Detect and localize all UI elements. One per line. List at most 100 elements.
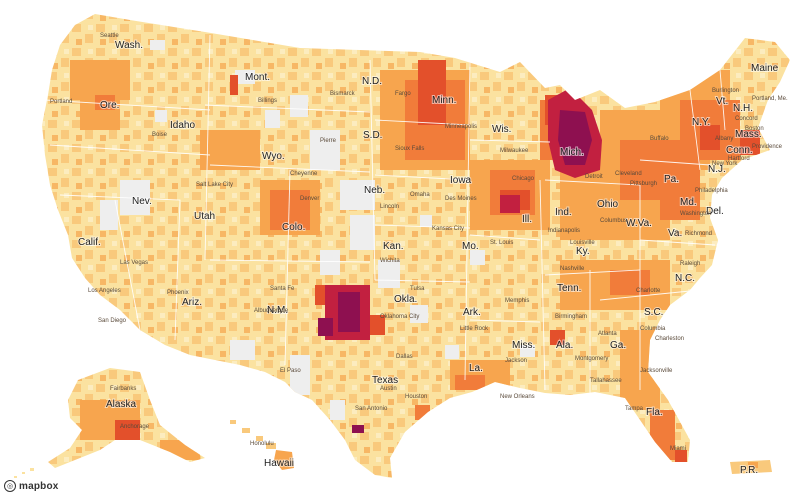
- city-label: Jacksonville: [640, 368, 673, 374]
- city-label: Phoenix: [167, 290, 189, 296]
- city-label: Cleveland: [615, 171, 642, 177]
- city-label: Albany: [715, 136, 733, 142]
- city-label: San Diego: [98, 318, 127, 324]
- hawaii-islands: [230, 420, 294, 470]
- mapbox-logo-icon: ◎: [4, 480, 16, 492]
- city-label: Los Angeles: [88, 288, 121, 294]
- state-label-ark: Ark.: [463, 307, 481, 318]
- state-label-calif: Calif.: [78, 237, 101, 248]
- city-label: Richmond: [685, 231, 712, 237]
- mapbox-attribution-label: mapbox: [19, 480, 59, 492]
- mapbox-attribution[interactable]: ◎ mapbox: [4, 478, 59, 494]
- state-label-nm: N.M.: [267, 305, 288, 316]
- state-label-la: La.: [469, 363, 483, 374]
- state-label-minn: Minn.: [432, 95, 456, 106]
- city-label: Seattle: [100, 33, 119, 39]
- state-label-sc: S.C.: [644, 307, 663, 318]
- state-label-ohio: Ohio: [597, 199, 619, 210]
- city-label: Austin: [380, 386, 397, 392]
- city-label: St. Louis: [490, 240, 513, 246]
- state-label-mont: Mont.: [245, 72, 270, 83]
- city-label: Billings: [258, 98, 277, 104]
- city-label: Philadelphia: [695, 188, 728, 194]
- city-label: Fairbanks: [110, 386, 136, 392]
- state-label-maine: Maine: [751, 63, 779, 74]
- city-label: Kansas City: [432, 226, 464, 232]
- city-label: Denver: [300, 196, 319, 202]
- city-label: Santa Fe: [270, 286, 295, 292]
- michigan-extreme: [558, 110, 592, 165]
- state-label-tenn: Tenn.: [557, 283, 581, 294]
- city-label: Charlotte: [636, 288, 661, 294]
- puerto-rico: [730, 460, 772, 474]
- city-label: Houston: [405, 394, 427, 400]
- city-label: Columbus: [600, 218, 627, 224]
- city-label: Honolulu: [250, 441, 274, 447]
- state-label-md: Md.: [680, 197, 697, 208]
- state-label-iowa: Iowa: [450, 175, 472, 186]
- city-label: Pittsburgh: [630, 181, 657, 187]
- city-label: Dallas: [396, 354, 413, 360]
- state-label-miss: Miss.: [512, 340, 535, 351]
- aleutian-islands: [14, 468, 34, 478]
- city-label: Cheyenne: [290, 171, 318, 177]
- city-label: Tulsa: [410, 286, 425, 292]
- city-label: Albuquerque: [254, 308, 289, 314]
- city-label: Jackson: [505, 358, 527, 364]
- city-label: Hartford: [728, 156, 750, 162]
- city-label: Providence: [752, 144, 783, 150]
- city-label: Tallahassee: [590, 378, 622, 384]
- city-label: El Paso: [280, 368, 301, 374]
- city-label: Raleigh: [680, 261, 700, 267]
- state-label-wash: Wash.: [115, 40, 143, 51]
- state-label-nh: N.H.: [733, 103, 753, 114]
- city-label: Buffalo: [650, 136, 669, 142]
- state-label-hawaii: Hawaii: [264, 458, 294, 469]
- state-label-ind: Ind.: [555, 207, 572, 218]
- city-label: New Orleans: [500, 394, 535, 400]
- state-label-ny: N.Y.: [692, 117, 710, 128]
- city-label: Bismarck: [330, 91, 356, 97]
- state-label-mo: Mo.: [462, 241, 479, 252]
- city-label: Minneapolis: [445, 124, 477, 130]
- city-label: Atlanta: [598, 331, 617, 337]
- state-label-nev: Nev.: [132, 196, 152, 207]
- city-label: Des Moines: [445, 196, 477, 202]
- city-label: Fargo: [395, 91, 411, 97]
- state-label-pa: Pa.: [664, 174, 679, 185]
- state-label-conn: Conn.: [726, 145, 753, 156]
- state-label-neb: Neb.: [364, 185, 385, 196]
- state-label-wis: Wis.: [492, 124, 511, 135]
- city-label: Portland: [50, 99, 72, 105]
- city-label: Omaha: [410, 192, 430, 198]
- state-label-wyo: Wyo.: [262, 151, 285, 162]
- city-label: San Antonio: [355, 406, 388, 412]
- city-label: Pierre: [320, 138, 337, 144]
- city-label: Detroit: [585, 174, 603, 180]
- state-label-nc: N.C.: [675, 273, 695, 284]
- city-label: Concord: [735, 116, 758, 122]
- city-label: Lincoln: [380, 204, 399, 210]
- city-label: Boston: [745, 126, 764, 132]
- state-label-okla: Okla.: [394, 294, 417, 305]
- city-label: Indianapolis: [548, 228, 580, 234]
- city-label: Memphis: [505, 298, 529, 304]
- city-label: Milwaukee: [500, 148, 529, 154]
- city-label: Louisville: [570, 240, 595, 246]
- state-label-ariz: Ariz.: [182, 297, 202, 308]
- no-data-areas: [100, 40, 652, 420]
- state-label-nj: N.J.: [708, 164, 726, 175]
- state-label-va: Va.: [668, 228, 682, 239]
- state-label-mich: Mich.: [560, 147, 584, 158]
- city-label: Burlington: [712, 88, 739, 94]
- city-label: New York: [712, 161, 738, 167]
- state-label-mass: Mass.: [735, 129, 762, 140]
- city-label: Sioux Falls: [395, 146, 424, 152]
- city-labels: Seattle Portland Boise Billings Salt Lak…: [50, 33, 788, 452]
- state-label-wva: W.Va.: [626, 218, 652, 229]
- state-label-nd: N.D.: [362, 76, 382, 87]
- city-label: Wichita: [380, 258, 400, 264]
- city-label: Las Vegas: [120, 260, 148, 266]
